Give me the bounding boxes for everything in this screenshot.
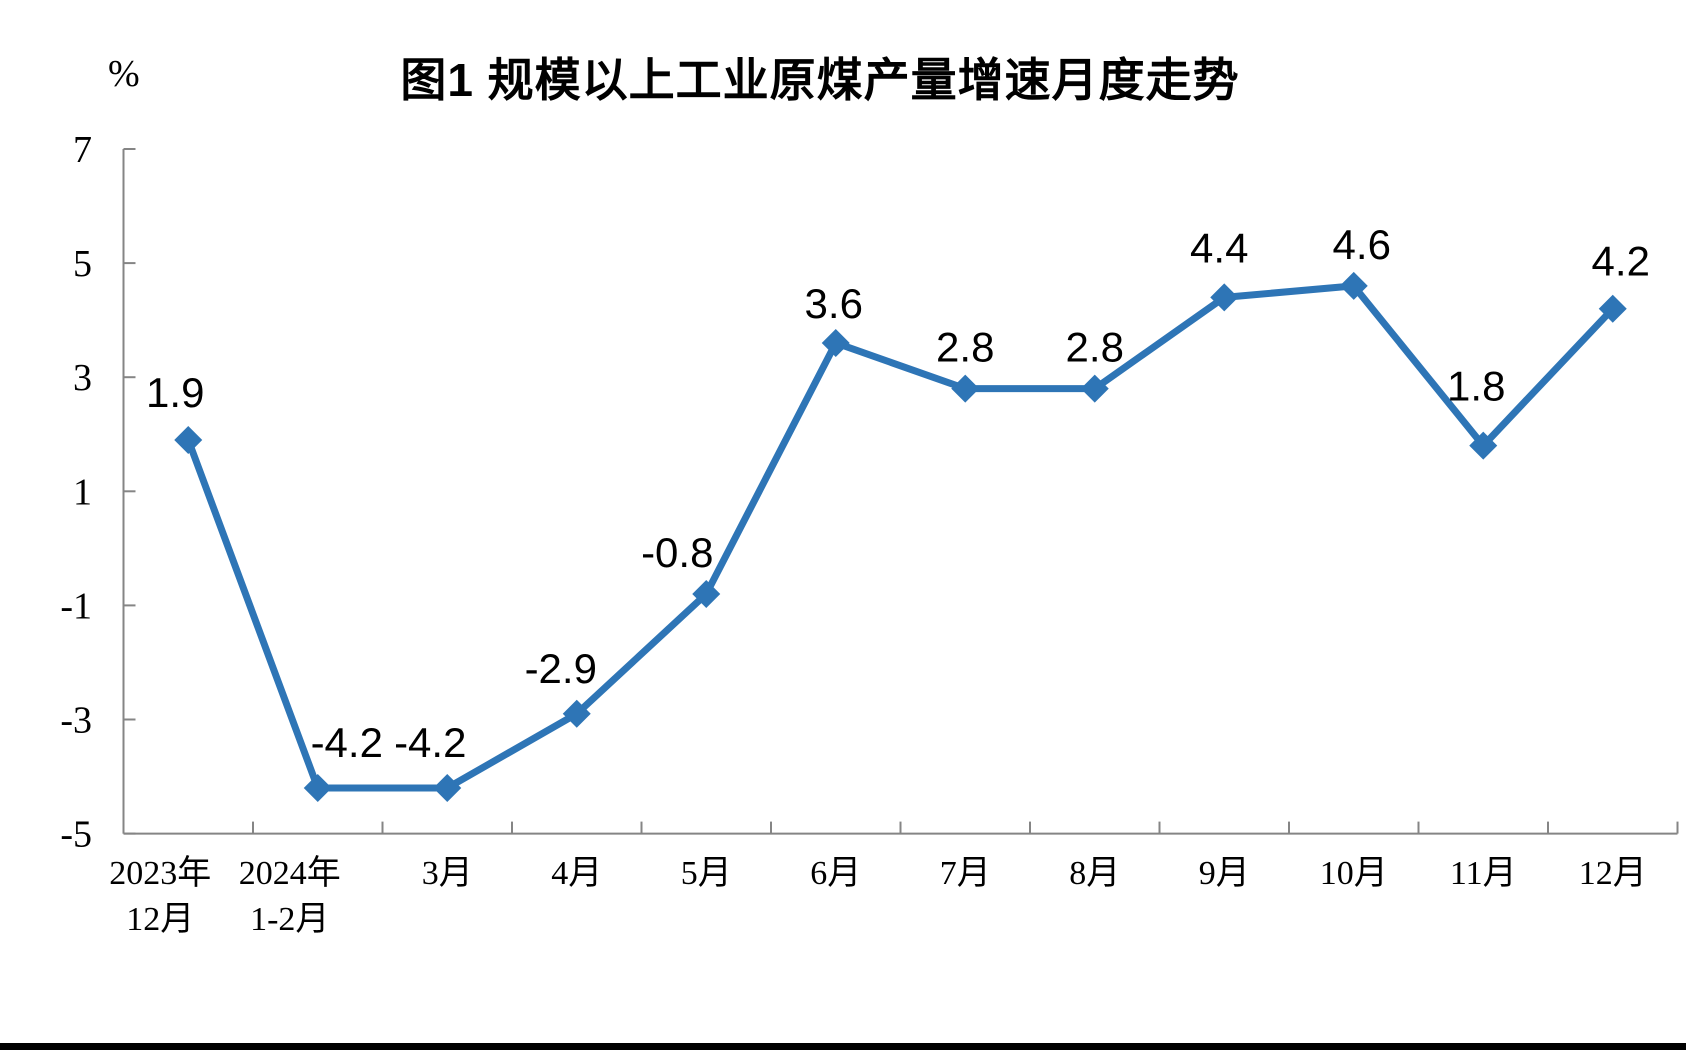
- data-point-label: 4.4: [1190, 224, 1248, 271]
- y-tick-label: 3: [73, 357, 92, 399]
- data-point-marker: [1080, 374, 1109, 403]
- data-point-marker: [1469, 431, 1498, 460]
- data-point-marker: [1210, 283, 1239, 312]
- x-tick-label: 11月: [1450, 855, 1517, 892]
- data-point-marker: [174, 425, 203, 454]
- data-point-marker: [692, 579, 721, 608]
- data-point-marker: [303, 773, 332, 802]
- y-tick-label: -1: [60, 585, 92, 627]
- x-tick-label: 2023年: [109, 854, 211, 892]
- y-tick-label: -3: [60, 700, 92, 742]
- y-tick-label: 1: [73, 471, 92, 513]
- x-tick-label: 4月: [551, 855, 602, 892]
- x-tick-label: 1-2月: [250, 901, 329, 938]
- data-point-label: -4.2: [394, 719, 466, 766]
- window-bottom-edge: [0, 1043, 1686, 1050]
- data-point-label: -2.9: [525, 645, 597, 692]
- x-tick-label: 12月: [126, 901, 194, 938]
- y-tick-label: 5: [73, 243, 92, 285]
- x-tick-label: 7月: [940, 855, 991, 892]
- x-tick-label: 9月: [1199, 855, 1250, 892]
- y-tick-label: -5: [60, 814, 92, 856]
- data-line: [184, 282, 1617, 792]
- data-point-marker: [951, 374, 980, 403]
- x-tick-label: 6月: [810, 855, 861, 892]
- chart-title: 图1 规模以上工业原煤产量增速月度走势: [400, 54, 1240, 106]
- data-point-label: 2.8: [1066, 324, 1124, 371]
- x-tick-label: 8月: [1069, 855, 1120, 892]
- data-point-marker: [433, 773, 462, 802]
- x-tick-label: 3月: [422, 855, 473, 892]
- data-point-label: -4.2: [311, 719, 383, 766]
- data-point-label: -0.8: [641, 529, 713, 576]
- data-point-label: 4.6: [1333, 221, 1391, 268]
- data-point-marker: [821, 328, 850, 357]
- data-point-label: 1.9: [146, 369, 204, 416]
- data-point-marker: [562, 699, 591, 728]
- x-tick-label: 5月: [681, 855, 732, 892]
- data-point-marker: [1598, 294, 1627, 323]
- data-point-label: 2.8: [936, 324, 994, 371]
- data-point-label: 4.2: [1592, 238, 1650, 285]
- data-point-marker: [1339, 271, 1368, 300]
- data-point-label: 1.8: [1447, 363, 1505, 410]
- data-point-label: 3.6: [805, 280, 863, 327]
- x-tick-label: 2024年: [239, 854, 341, 892]
- y-axis-unit-label: %: [108, 53, 140, 95]
- y-tick-label: 7: [73, 129, 92, 171]
- x-tick-label: 10月: [1320, 855, 1388, 892]
- x-tick-label: 12月: [1579, 855, 1647, 892]
